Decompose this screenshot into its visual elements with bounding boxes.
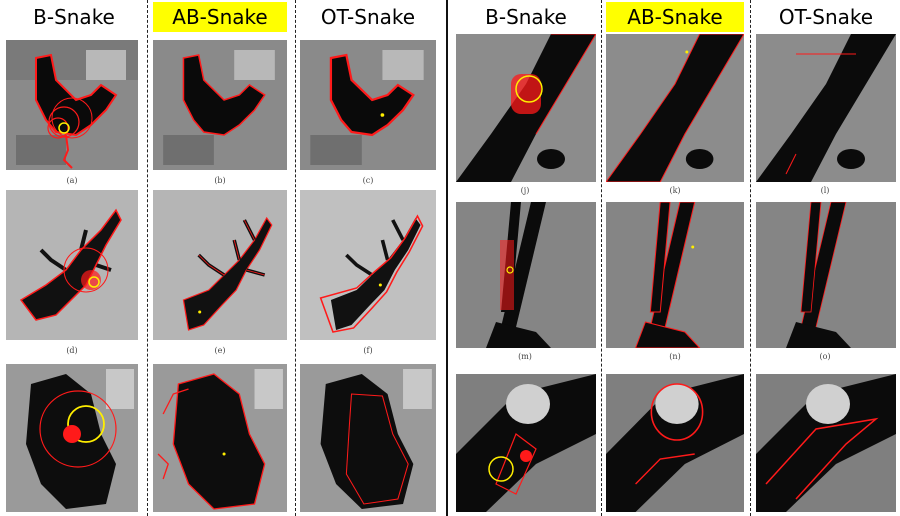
dashed-separator xyxy=(601,0,602,516)
panel-p xyxy=(456,374,596,512)
panel-g xyxy=(6,364,138,512)
title-bsnake-right: B-Snake xyxy=(485,5,567,29)
caption-d: (d) xyxy=(66,346,78,355)
dashed-separator xyxy=(147,0,148,516)
title-absnake-right: AB-Snake xyxy=(606,2,744,32)
panel-c xyxy=(300,40,436,170)
panel-q xyxy=(606,374,744,512)
title-otsnake-right: OT-Snake xyxy=(778,5,874,29)
caption-n: (n) xyxy=(669,352,681,361)
dashed-separator xyxy=(750,0,751,516)
caption-j: (j) xyxy=(520,186,530,195)
caption-e: (e) xyxy=(214,346,226,355)
caption-k: (k) xyxy=(669,186,681,195)
panel-h xyxy=(153,364,287,512)
panel-a xyxy=(6,40,138,170)
title-bsnake-left: B-Snake xyxy=(33,5,115,29)
panel-e xyxy=(153,190,287,340)
panel-k xyxy=(606,34,744,182)
panel-i xyxy=(300,364,436,512)
title-absnake-left: AB-Snake xyxy=(153,2,287,32)
title-otsnake-left: OT-Snake xyxy=(320,5,416,29)
panel-l xyxy=(756,34,896,182)
caption-b: (b) xyxy=(214,176,226,185)
caption-m: (m) xyxy=(518,352,532,361)
panel-o xyxy=(756,202,896,348)
panel-d xyxy=(6,190,138,340)
panel-n xyxy=(606,202,744,348)
group-separator xyxy=(446,0,448,516)
caption-o: (o) xyxy=(819,352,831,361)
caption-f: (f) xyxy=(363,346,373,355)
panel-m xyxy=(456,202,596,348)
panel-r xyxy=(756,374,896,512)
panel-j xyxy=(456,34,596,182)
caption-c: (c) xyxy=(362,176,374,185)
caption-l: (l) xyxy=(820,186,830,195)
caption-a: (a) xyxy=(66,176,78,185)
dashed-separator xyxy=(295,0,296,516)
panel-b xyxy=(153,40,287,170)
panel-f xyxy=(300,190,436,340)
